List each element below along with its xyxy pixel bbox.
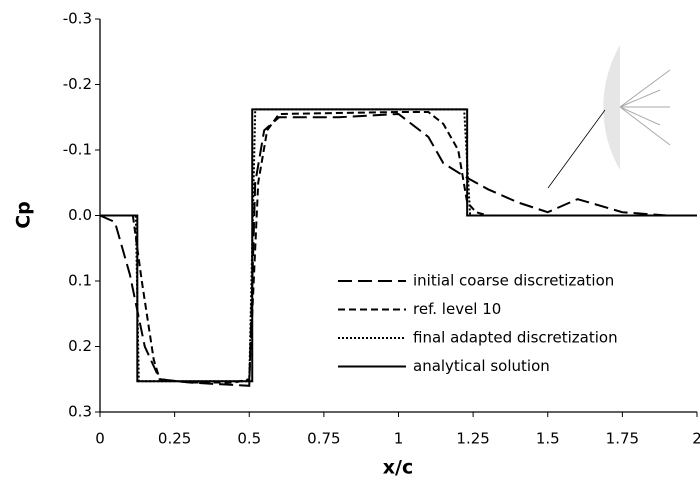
- series-line: [100, 108, 697, 383]
- legend-label: analytical solution: [413, 357, 550, 375]
- x-tick-label: 0.5: [237, 430, 261, 448]
- inset-pointer: [547, 109, 606, 189]
- legend-label: final adapted discretization: [413, 329, 618, 347]
- inset: [547, 45, 671, 189]
- x-tick-label: 0: [95, 430, 105, 448]
- legend-label: initial coarse discretization: [413, 272, 614, 290]
- inset-shape: [603, 45, 620, 170]
- x-tick-label: 0.75: [307, 430, 340, 448]
- y-tick-label: -0.3: [63, 10, 92, 28]
- series-line: [99, 112, 697, 387]
- series-line: [100, 108, 697, 383]
- y-tick-label: -0.2: [63, 75, 92, 93]
- inset-lines: [619, 69, 671, 146]
- x-tick-label: 2: [692, 430, 700, 448]
- legend-label: ref. level 10: [413, 300, 501, 318]
- y-tick-label: 0.3: [68, 403, 92, 421]
- x-tick-label: 1.5: [536, 430, 560, 448]
- y-axis-label: Cp: [13, 201, 35, 229]
- y-tick-label: 0.0: [68, 206, 92, 224]
- y-tick-label: 0.2: [68, 337, 92, 355]
- x-tick-label: 1.25: [456, 430, 489, 448]
- x-tick-label: 1: [394, 430, 404, 448]
- y-tick-label: -0.1: [63, 141, 92, 159]
- y-tick-label: 0.1: [68, 272, 92, 290]
- x-tick-label: 0.25: [158, 430, 191, 448]
- x-tick-label: 1.75: [606, 430, 639, 448]
- x-axis-label: x/c: [383, 457, 413, 479]
- series-line: [100, 111, 697, 384]
